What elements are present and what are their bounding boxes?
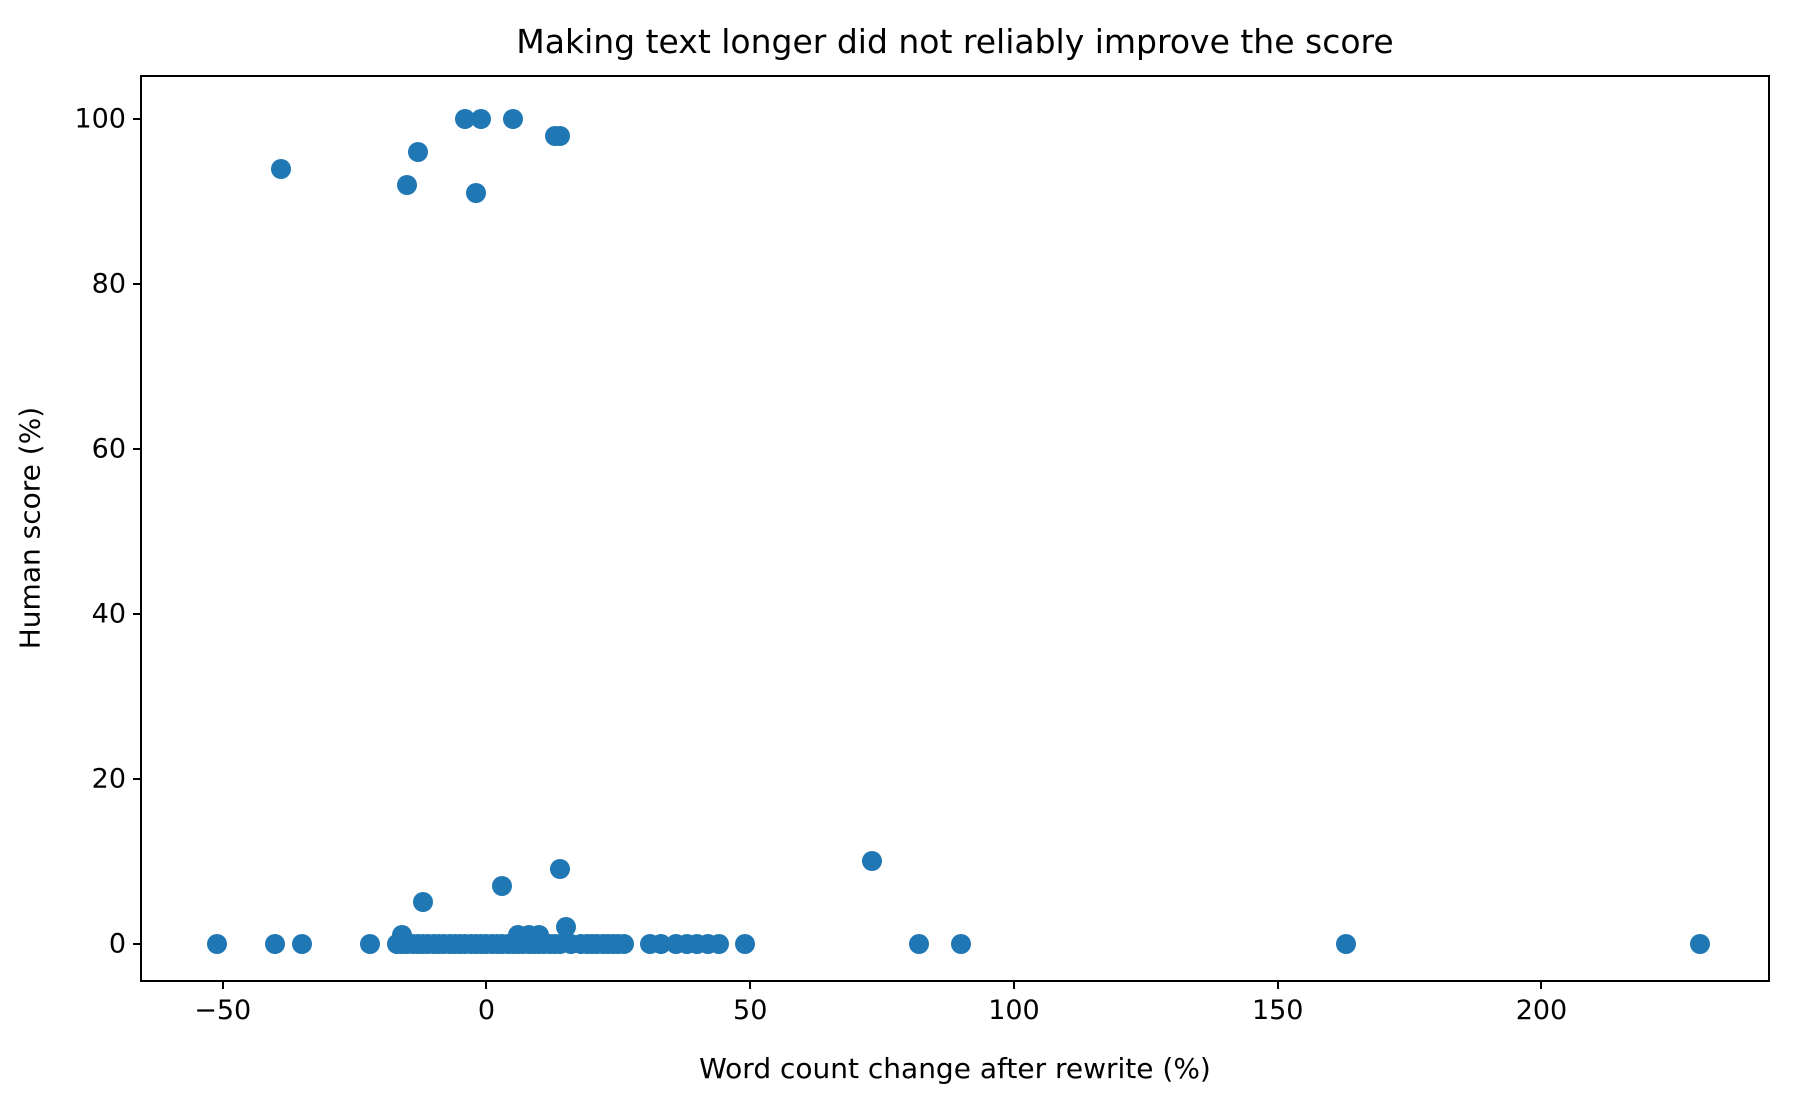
y-tick-mark	[133, 447, 142, 450]
data-point	[465, 183, 486, 204]
x-tick-mark	[1540, 980, 1543, 989]
data-point	[555, 917, 576, 938]
y-tick-mark	[133, 118, 142, 121]
chart-title: Making text longer did not reliably impr…	[516, 22, 1394, 61]
x-tick-label: 100	[988, 995, 1040, 1026]
data-point	[951, 933, 972, 954]
data-point	[360, 933, 381, 954]
data-point	[613, 933, 634, 954]
x-tick-mark	[749, 980, 752, 989]
x-tick-label: 0	[477, 995, 496, 1026]
data-point	[909, 933, 930, 954]
y-tick-label: 100	[74, 103, 126, 135]
data-point	[550, 125, 571, 146]
x-tick-mark	[1012, 980, 1015, 989]
x-tick-label: 50	[733, 995, 768, 1026]
y-tick-label: 60	[91, 433, 126, 465]
y-tick-mark	[133, 282, 142, 285]
data-point	[708, 933, 729, 954]
data-point	[1336, 933, 1357, 954]
x-tick-mark	[221, 980, 224, 989]
data-point	[650, 933, 671, 954]
y-tick-label: 80	[91, 268, 126, 300]
data-point	[734, 933, 755, 954]
data-point	[207, 933, 228, 954]
y-tick-mark	[133, 612, 142, 615]
x-tick-mark	[485, 980, 488, 989]
data-point	[397, 175, 418, 195]
y-tick-label: 40	[91, 598, 126, 630]
y-axis-label-text: Human score (%)	[13, 406, 47, 650]
x-axis-label: Word count change after rewrite (%)	[699, 1052, 1211, 1085]
data-point	[492, 875, 513, 896]
data-point	[455, 109, 476, 130]
y-tick-label: 0	[108, 928, 126, 960]
data-point	[413, 892, 434, 913]
x-tick-label: 150	[1251, 995, 1304, 1026]
data-point	[861, 851, 882, 872]
x-tick-mark	[1276, 980, 1279, 989]
data-point	[502, 109, 523, 130]
y-tick-label: 20	[91, 763, 126, 795]
x-tick-label: −50	[194, 995, 252, 1026]
data-point	[1689, 933, 1710, 954]
data-point	[270, 158, 291, 179]
data-point	[291, 933, 312, 954]
x-tick-label: 200	[1515, 995, 1568, 1026]
data-point	[265, 933, 286, 954]
data-point	[471, 109, 492, 130]
data-point	[550, 859, 571, 880]
y-tick-mark	[133, 942, 142, 945]
plot-area: −50 0 50 100 150 200 0 20 40 60 80 100	[74, 75, 1770, 1026]
y-tick-mark	[133, 777, 142, 780]
data-point	[407, 142, 428, 163]
